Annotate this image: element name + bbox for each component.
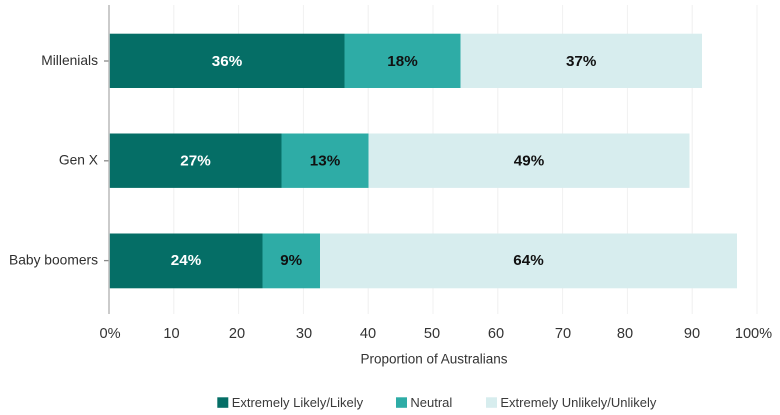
- svg-text:49%: 49%: [514, 152, 545, 169]
- svg-text:Neutral: Neutral: [410, 395, 452, 410]
- svg-text:80: 80: [617, 326, 633, 342]
- svg-text:9%: 9%: [280, 252, 302, 269]
- svg-text:Extremely Unlikely/Unlikely: Extremely Unlikely/Unlikely: [500, 395, 657, 410]
- svg-text:27%: 27%: [180, 152, 211, 169]
- svg-text:50: 50: [424, 326, 440, 342]
- svg-text:90: 90: [684, 326, 700, 342]
- svg-text:13%: 13%: [310, 152, 341, 169]
- svg-text:64%: 64%: [513, 252, 544, 269]
- svg-text:Millenials: Millenials: [41, 53, 98, 68]
- svg-text:18%: 18%: [387, 53, 418, 70]
- svg-text:Baby boomers: Baby boomers: [9, 253, 98, 268]
- svg-text:100%: 100%: [735, 326, 772, 342]
- svg-text:0%: 0%: [99, 326, 120, 342]
- svg-text:10: 10: [163, 326, 179, 342]
- svg-text:20: 20: [229, 326, 245, 342]
- svg-text:36%: 36%: [212, 53, 243, 70]
- svg-text:Proportion of Australians: Proportion of Australians: [360, 352, 507, 367]
- svg-text:40: 40: [360, 326, 376, 342]
- svg-text:37%: 37%: [566, 53, 597, 70]
- svg-text:Extremely Likely/Likely: Extremely Likely/Likely: [232, 395, 364, 410]
- svg-text:24%: 24%: [171, 252, 202, 269]
- svg-text:70: 70: [555, 326, 571, 342]
- svg-text:30: 30: [296, 326, 312, 342]
- svg-text:Gen X: Gen X: [59, 153, 98, 168]
- svg-text:60: 60: [488, 326, 504, 342]
